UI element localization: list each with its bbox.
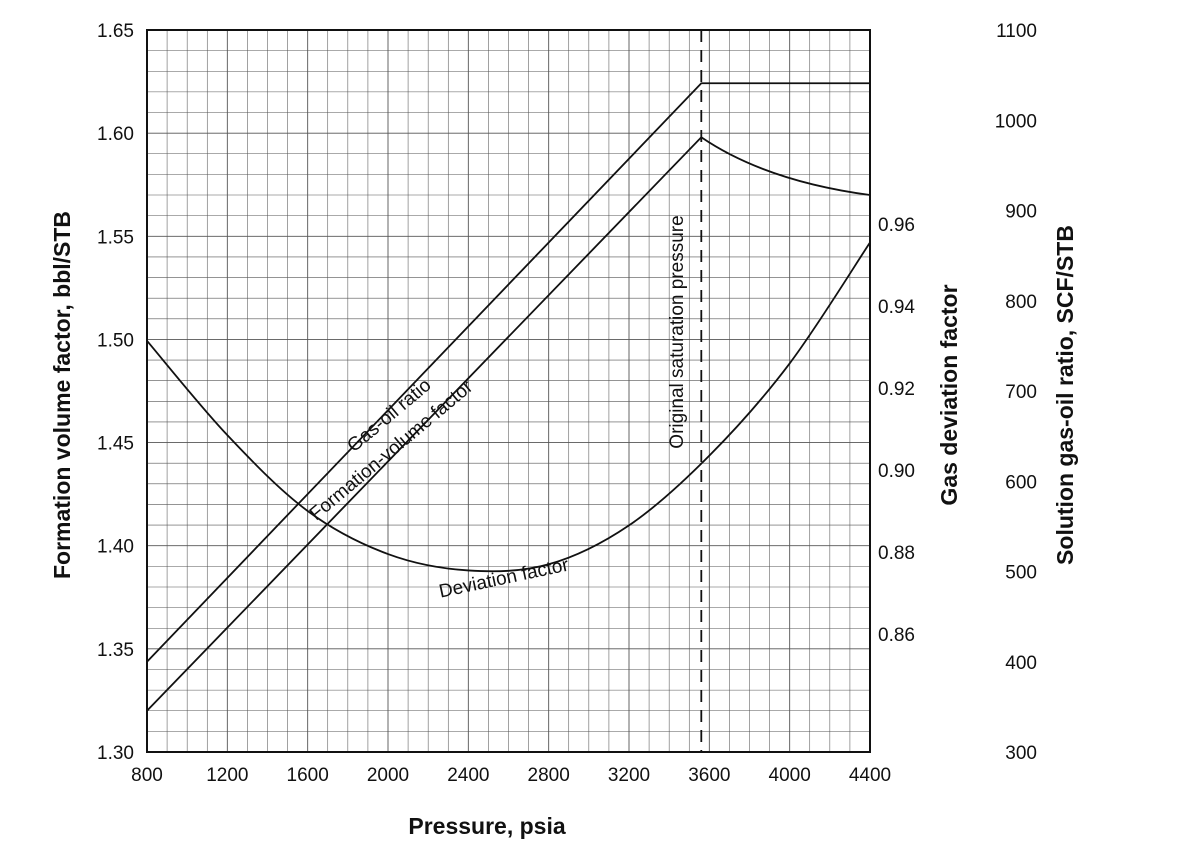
- plot-border: [146, 29, 871, 753]
- y-left-tick-label: 1.35: [97, 640, 134, 661]
- y-right-outer-tick-label: 1000: [995, 111, 1037, 132]
- y-right-outer-tick-label: 900: [1005, 202, 1037, 223]
- y-right-inner-tick-label: 0.92: [878, 379, 915, 400]
- y-left-tick-label: 1.50: [97, 330, 134, 351]
- y-left-tick-label: 1.60: [97, 124, 134, 145]
- y-right-outer-tick-label: 700: [1005, 382, 1037, 403]
- y-left-tick-label: 1.55: [97, 227, 134, 248]
- x-tick-label: 4000: [769, 765, 811, 786]
- plot-frame: [146, 29, 871, 753]
- y-left-tick-label: 1.30: [97, 743, 134, 764]
- x-tick-label: 2800: [528, 765, 570, 786]
- y-right-inner-tick-label: 0.88: [878, 543, 915, 564]
- axis-titles: Pressure, psia Formation volume factor, …: [49, 211, 1078, 839]
- x-tick-label: 800: [131, 765, 163, 786]
- y-right-outer-axis-title: Solution gas-oil ratio, SCF/STB: [1052, 225, 1078, 565]
- tick-labels: 800 1200 1600 2000 2400 2800 3200 3600 4000 4400 1…: [97, 21, 1037, 786]
- gas-oil-ratio-curve: [146, 82, 870, 663]
- y-right-outer-tick-label: 800: [1005, 292, 1037, 313]
- y-right-outer-tick-label: 600: [1005, 472, 1037, 493]
- formation-volume-factor-curve: [146, 136, 871, 712]
- y-left-tick-label: 1.40: [97, 537, 134, 558]
- x-tick-label: 2000: [367, 765, 409, 786]
- x-tick-label: 3600: [688, 765, 730, 786]
- y-right-inner-axis-title: Gas deviation factor: [936, 284, 962, 505]
- y-right-inner-tick-label: 0.96: [878, 215, 915, 236]
- grid: [147, 30, 870, 752]
- y-right-outer-tick-label: 1100: [996, 21, 1037, 42]
- y-right-outer-tick-label: 500: [1005, 563, 1037, 584]
- y-right-outer-tick-label: 300: [1005, 743, 1037, 764]
- y-right-inner-tick-label: 0.86: [878, 625, 915, 646]
- y-left-tick-label: 1.45: [97, 434, 134, 455]
- formation-volume-factor-label: Formation-volume factor: [306, 376, 478, 525]
- y-right-inner-tick-label: 0.94: [878, 297, 915, 318]
- x-axis-title: Pressure, psia: [408, 813, 565, 839]
- deviation-factor-curve: [146, 241, 871, 573]
- y-left-axis-title: Formation volume factor, bbl/STB: [49, 211, 75, 579]
- x-tick-label: 4400: [849, 765, 891, 786]
- x-tick-label: 3200: [608, 765, 650, 786]
- x-tick-label: 1200: [206, 765, 248, 786]
- y-right-outer-tick-label: 400: [1005, 653, 1037, 674]
- deviation-factor-label: Deviation factor: [437, 554, 571, 602]
- y-right-inner-tick-label: 0.90: [878, 461, 915, 482]
- x-tick-label: 1600: [287, 765, 329, 786]
- x-tick-label: 2400: [447, 765, 489, 786]
- saturation-pressure-annotation: Original saturation pressure: [667, 215, 688, 448]
- y-left-tick-label: 1.65: [97, 21, 134, 42]
